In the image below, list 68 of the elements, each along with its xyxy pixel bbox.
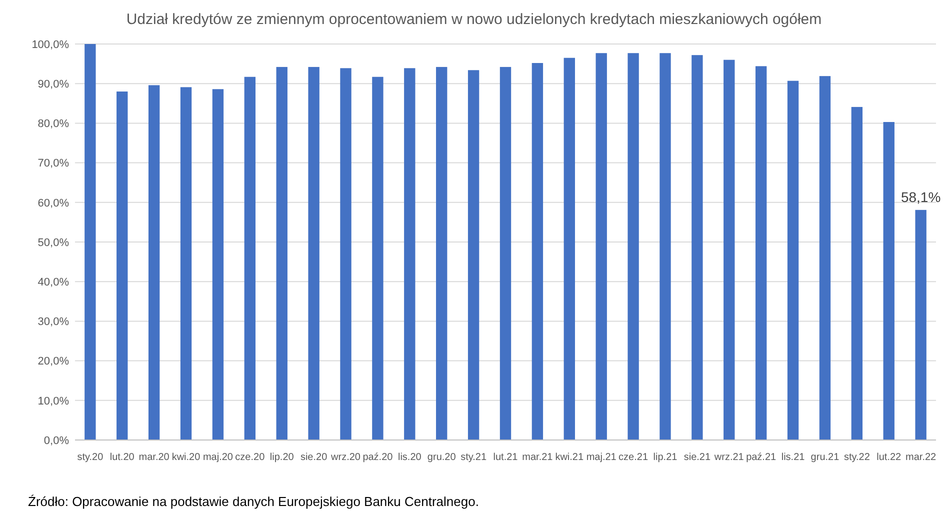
x-tick-label: paź.21 (746, 452, 777, 463)
data-label: 58,1% (900, 188, 941, 205)
chart-title: Udział kredytów ze zmiennym oprocentowaniem w nowo udzielonych kredytach mieszkaniowych ogółem (126, 11, 822, 28)
bar (404, 68, 416, 440)
y-tick-label: 30,0% (38, 316, 70, 328)
x-tick-label: mar.21 (522, 452, 554, 463)
x-tick-label: lis.20 (398, 452, 422, 463)
y-tick-label: 100,0% (32, 38, 70, 51)
bar (883, 122, 894, 440)
y-tick-label: 50,0% (38, 236, 70, 249)
x-tick-label: mar.22 (906, 452, 937, 463)
bar (724, 60, 735, 440)
y-tick-label: 40,0% (38, 276, 70, 288)
y-tick-label: 60,0% (38, 197, 70, 210)
x-tick-label: lis.21 (781, 452, 806, 463)
x-tick-label: lut.21 (493, 452, 518, 463)
bar (851, 106, 863, 440)
text: Źródło: Opracowanie na podstawie danych Europejskiego Banku Centralnego. (28, 494, 479, 509)
bar (628, 53, 639, 440)
bar (915, 210, 926, 440)
x-tick-label: wrz.21 (713, 452, 744, 463)
bar (819, 76, 831, 440)
x-tick-label: mar.20 (138, 452, 170, 463)
bar (532, 63, 544, 440)
bar (692, 55, 703, 440)
bar (660, 53, 671, 440)
x-tick-label: paź.20 (362, 452, 394, 463)
x-tick-label: cze.20 (235, 452, 266, 463)
x-tick-label: maj.21 (586, 452, 617, 463)
bar (180, 87, 192, 440)
x-tick-label: sie.20 (300, 452, 328, 463)
bar (564, 58, 575, 440)
y-tick-label: 70,0% (38, 158, 70, 170)
bar (787, 80, 799, 440)
y-tick-label: 20,0% (38, 356, 70, 368)
x-tick-label: wrz.20 (330, 452, 361, 463)
x-tick-label: lut.20 (110, 452, 135, 463)
y-tick-label: 10,0% (38, 395, 70, 408)
bar (755, 66, 767, 440)
bar (436, 66, 448, 440)
bar (468, 70, 480, 440)
y-tick-label: 90,0% (38, 78, 70, 90)
x-tick-label: lip.21 (653, 452, 678, 463)
bar (596, 53, 607, 440)
bar (372, 76, 384, 440)
x-tick-label: kwi.20 (172, 452, 201, 463)
x-tick-label: kwi.21 (555, 452, 584, 463)
bar (116, 92, 128, 440)
x-tick-label: lip.20 (270, 452, 294, 463)
bar (500, 66, 512, 440)
x-tick-label: sie.21 (684, 452, 711, 463)
bar (212, 89, 224, 440)
y-tick-label: 80,0% (38, 118, 70, 130)
x-tick-label: gru.21 (810, 452, 840, 463)
x-tick-label: maj.20 (202, 452, 234, 463)
y-tick-label: 0,0% (44, 434, 70, 447)
bar (148, 85, 160, 440)
bar (84, 44, 96, 440)
x-tick-label: cze.21 (618, 452, 648, 463)
x-tick-label: gru.20 (427, 452, 456, 463)
bar (308, 66, 320, 440)
x-tick-label: sty.21 (460, 452, 487, 463)
bar (340, 68, 352, 440)
x-tick-label: sty.20 (77, 452, 104, 463)
bar (276, 66, 288, 440)
x-tick-label: lut.22 (876, 452, 902, 463)
x-tick-label: sty.22 (844, 452, 870, 463)
bar (244, 76, 256, 440)
